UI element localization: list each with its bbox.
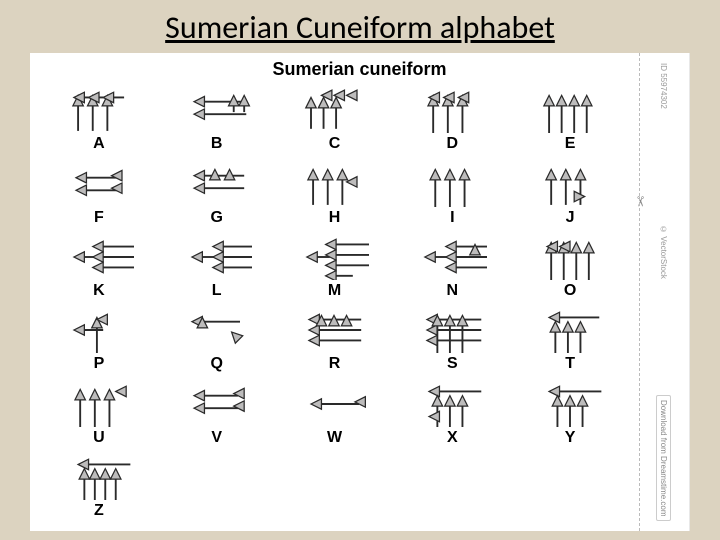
letter-cell-w: W bbox=[276, 375, 394, 446]
chart-title: Sumerian cuneiform bbox=[30, 53, 689, 82]
letter-label-o: O bbox=[564, 282, 576, 300]
cuneiform-glyph-c bbox=[299, 87, 369, 133]
letter-label-t: T bbox=[565, 355, 575, 373]
letter-cell-k: K bbox=[40, 229, 158, 300]
slide-title: Sumerian Cuneiform alphabet bbox=[0, 0, 720, 53]
letter-label-w: W bbox=[327, 429, 342, 447]
letter-label-h: H bbox=[329, 209, 341, 227]
letter-cell-s: S bbox=[393, 302, 511, 373]
cuneiform-glyph-x bbox=[417, 381, 487, 427]
letter-label-z: Z bbox=[94, 502, 104, 520]
letter-cell-h: H bbox=[276, 155, 394, 226]
cuneiform-glyph-g bbox=[182, 161, 252, 207]
letter-label-x: X bbox=[447, 429, 458, 447]
cuneiform-glyph-q bbox=[182, 307, 252, 353]
letter-cell-c: C bbox=[276, 82, 394, 153]
letter-label-n: N bbox=[447, 282, 459, 300]
letter-cell-z: Z bbox=[40, 449, 158, 520]
letter-label-c: C bbox=[329, 135, 341, 153]
letter-label-k: K bbox=[93, 282, 105, 300]
letter-cell-i: I bbox=[393, 155, 511, 226]
letter-cell-o: O bbox=[511, 229, 629, 300]
cuneiform-glyph-b bbox=[182, 87, 252, 133]
letter-label-m: M bbox=[328, 282, 341, 300]
letter-grid: A B C bbox=[30, 82, 689, 530]
letter-cell-f: F bbox=[40, 155, 158, 226]
letter-label-v: V bbox=[211, 429, 222, 447]
cuneiform-glyph-v bbox=[182, 381, 252, 427]
letter-label-b: B bbox=[211, 135, 223, 153]
watermark-download-label: Download from bbox=[659, 400, 668, 454]
watermark-download: Download from Dreamstime.com bbox=[656, 395, 671, 522]
letter-cell-l: L bbox=[158, 229, 276, 300]
cuneiform-glyph-p bbox=[64, 307, 134, 353]
cuneiform-glyph-i bbox=[417, 161, 487, 207]
letter-label-a: A bbox=[93, 135, 105, 153]
slide: Sumerian Cuneiform alphabet Sumerian cun… bbox=[0, 0, 720, 540]
letter-cell-p: P bbox=[40, 302, 158, 373]
cuneiform-glyph-t bbox=[535, 307, 605, 353]
cuneiform-glyph-s bbox=[417, 307, 487, 353]
letter-cell-v: V bbox=[158, 375, 276, 446]
letter-cell-b: B bbox=[158, 82, 276, 153]
cuneiform-glyph-d bbox=[417, 87, 487, 133]
cuneiform-glyph-w bbox=[299, 381, 369, 427]
letter-cell-j: J bbox=[511, 155, 629, 226]
letter-label-p: P bbox=[94, 355, 105, 373]
letter-cell-d: D bbox=[393, 82, 511, 153]
letter-cell-a: A bbox=[40, 82, 158, 153]
letter-label-i: I bbox=[450, 209, 454, 227]
letter-label-q: Q bbox=[210, 355, 222, 373]
cuneiform-glyph-m bbox=[299, 234, 369, 280]
letter-cell-t: T bbox=[511, 302, 629, 373]
cuneiform-glyph-f bbox=[64, 161, 134, 207]
watermark-source: © VectorStock bbox=[659, 225, 668, 279]
watermark-id: ID 55974302 bbox=[659, 63, 668, 109]
letter-cell-r: R bbox=[276, 302, 394, 373]
letter-cell-m: M bbox=[276, 229, 394, 300]
letter-cell-n: N bbox=[393, 229, 511, 300]
cuneiform-chart: Sumerian cuneiform A B bbox=[30, 53, 690, 531]
watermark-site: Dreamstime.com bbox=[659, 456, 668, 516]
cuneiform-glyph-l bbox=[182, 234, 252, 280]
cuneiform-glyph-y bbox=[535, 381, 605, 427]
letter-label-f: F bbox=[94, 209, 104, 227]
letter-cell-e: E bbox=[511, 82, 629, 153]
letter-label-l: L bbox=[212, 282, 222, 300]
cuneiform-glyph-z bbox=[64, 454, 134, 500]
letter-label-j: J bbox=[566, 209, 575, 227]
cuneiform-glyph-j bbox=[535, 161, 605, 207]
watermark-sidebar: ID 55974302 © VectorStock Download from … bbox=[639, 53, 687, 531]
letter-cell-x: X bbox=[393, 375, 511, 446]
cuneiform-glyph-n bbox=[417, 234, 487, 280]
letter-label-g: G bbox=[210, 209, 222, 227]
letter-cell-q: Q bbox=[158, 302, 276, 373]
letter-label-y: Y bbox=[565, 429, 576, 447]
letter-label-s: S bbox=[447, 355, 458, 373]
letter-label-e: E bbox=[565, 135, 576, 153]
letter-label-u: U bbox=[93, 429, 105, 447]
letter-label-d: D bbox=[447, 135, 459, 153]
cuneiform-glyph-a bbox=[64, 87, 134, 133]
letter-cell-u: U bbox=[40, 375, 158, 446]
cuneiform-glyph-h bbox=[299, 161, 369, 207]
cuneiform-glyph-o bbox=[535, 234, 605, 280]
cuneiform-glyph-r bbox=[299, 307, 369, 353]
cuneiform-glyph-k bbox=[64, 234, 134, 280]
letter-cell-y: Y bbox=[511, 375, 629, 446]
letter-cell-g: G bbox=[158, 155, 276, 226]
letter-label-r: R bbox=[329, 355, 341, 373]
cuneiform-glyph-e bbox=[535, 87, 605, 133]
cuneiform-glyph-u bbox=[64, 381, 134, 427]
